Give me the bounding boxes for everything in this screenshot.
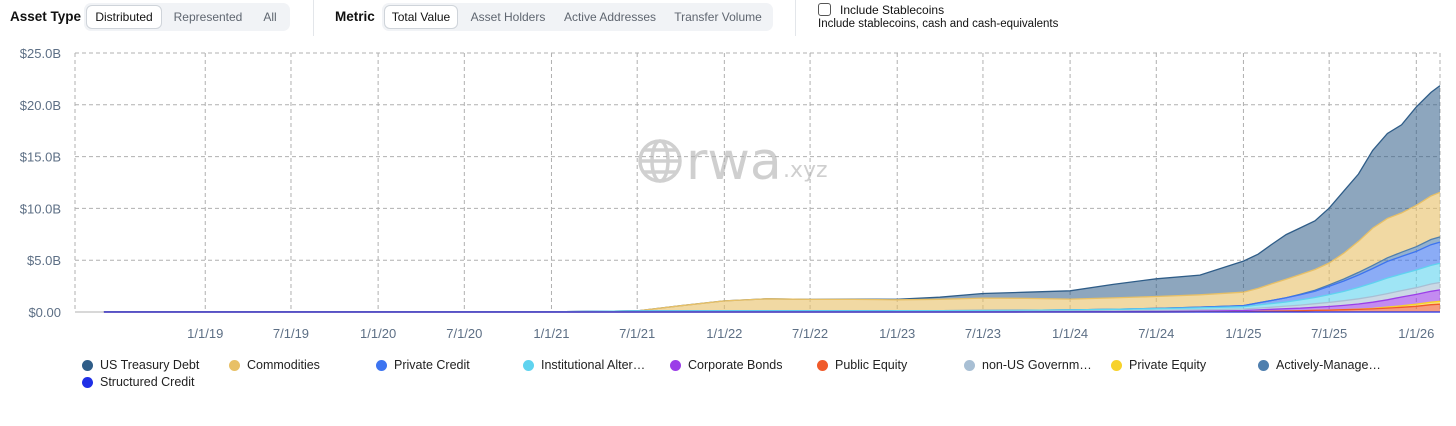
y-axis: $0.00 $5.0B $10.0B $15.0B $20.0B $25.0B xyxy=(20,46,61,320)
legend-swatch xyxy=(523,360,534,371)
x-tick-label: 1/1/22 xyxy=(706,326,742,341)
chart-toolbar: Asset Type Distributed Represented All M… xyxy=(0,0,1456,36)
include-stablecoins-label[interactable]: Include Stablecoins xyxy=(840,3,945,17)
chart-areas xyxy=(103,85,1441,313)
legend-label: Institutional Alter… xyxy=(541,358,646,372)
stacked-area-chart: rwa .xyz $0.00 $5.0B $10.0B $15.0B $20.0B $25… xyxy=(20,46,1441,341)
x-tick-label: 1/1/25 xyxy=(1225,326,1261,341)
legend-label: Structured Credit xyxy=(100,375,195,389)
x-tick-label: 1/1/23 xyxy=(879,326,915,341)
watermark-suffix: .xyz xyxy=(783,158,828,183)
legend-swatch xyxy=(1258,360,1269,371)
x-tick-label: 7/1/25 xyxy=(1311,326,1347,341)
line-series-commodities xyxy=(103,191,1441,313)
metric-asset-holders-button[interactable]: Asset Holders xyxy=(470,10,546,24)
x-tick-label: 1/1/21 xyxy=(533,326,569,341)
y-tick-label: $20.0B xyxy=(20,98,61,113)
legend-swatch xyxy=(670,360,681,371)
x-tick-label: 7/1/20 xyxy=(446,326,482,341)
metric-transfer-volume-button[interactable]: Transfer Volume xyxy=(674,10,762,24)
area-series-us-treasury[interactable] xyxy=(103,85,1440,312)
x-tick-label: 7/1/21 xyxy=(619,326,655,341)
metric-label: Metric xyxy=(335,9,375,24)
legend-swatch xyxy=(82,360,93,371)
legend-label: Public Equity xyxy=(835,358,908,372)
legend-label: Actively-Manage… xyxy=(1276,358,1381,372)
legend-swatch xyxy=(964,360,975,371)
legend-label: Corporate Bonds xyxy=(688,358,783,372)
x-tick-label: 7/1/24 xyxy=(1138,326,1174,341)
legend-swatch xyxy=(376,360,387,371)
include-stablecoins-checkbox[interactable] xyxy=(818,3,831,16)
toolbar-divider xyxy=(795,0,796,36)
legend-label: Private Equity xyxy=(1129,358,1207,372)
metric-active-addresses-button[interactable]: Active Addresses xyxy=(563,10,657,24)
asset-type-distributed-button[interactable]: Distributed xyxy=(86,5,162,29)
legend-label: Private Credit xyxy=(394,358,470,372)
legend-label: non-US Governm… xyxy=(982,358,1092,372)
y-tick-label: $25.0B xyxy=(20,46,61,61)
x-tick-label: 7/1/23 xyxy=(965,326,1001,341)
x-tick-label: 1/1/26 xyxy=(1398,326,1434,341)
metric-segmented-control: Total Value Asset Holders Active Address… xyxy=(382,3,773,31)
legend-label: Commodities xyxy=(247,358,320,372)
legend-swatch xyxy=(1111,360,1122,371)
x-tick-label: 7/1/19 xyxy=(273,326,309,341)
legend-swatch xyxy=(82,377,93,388)
legend-swatch xyxy=(817,360,828,371)
include-stablecoins-description: Include stablecoins, cash and cash-equiv… xyxy=(818,18,1059,30)
area-series-corporate-bonds[interactable] xyxy=(103,289,1440,312)
x-tick-label: 1/1/19 xyxy=(187,326,223,341)
asset-type-segmented-control: Distributed Represented All xyxy=(84,3,290,31)
x-tick-label: 1/1/24 xyxy=(1052,326,1088,341)
area-series-commodities[interactable] xyxy=(103,192,1440,312)
y-tick-label: $0.00 xyxy=(28,305,61,320)
y-tick-label: $15.0B xyxy=(20,150,61,165)
legend-label: US Treasury Debt xyxy=(100,358,200,372)
legend-swatch xyxy=(229,360,240,371)
asset-type-all-button[interactable]: All xyxy=(263,10,277,24)
x-tick-label: 7/1/22 xyxy=(792,326,828,341)
x-tick-label: 1/1/20 xyxy=(360,326,396,341)
watermark-brand: rwa xyxy=(686,132,782,192)
metric-total-value-button[interactable]: Total Value xyxy=(384,5,458,29)
x-axis: 1/1/19 7/1/19 1/1/20 7/1/20 1/1/21 7/1/21 1/1/… xyxy=(187,326,1434,341)
y-tick-label: $5.0B xyxy=(27,253,61,268)
asset-type-label: Asset Type xyxy=(10,9,82,24)
toolbar-divider xyxy=(313,0,314,36)
line-series-institutional xyxy=(103,262,1441,313)
y-tick-label: $10.0B xyxy=(20,201,61,216)
globe-icon xyxy=(638,139,682,183)
watermark: rwa .xyz xyxy=(638,132,828,192)
asset-type-represented-button[interactable]: Represented xyxy=(173,10,243,24)
